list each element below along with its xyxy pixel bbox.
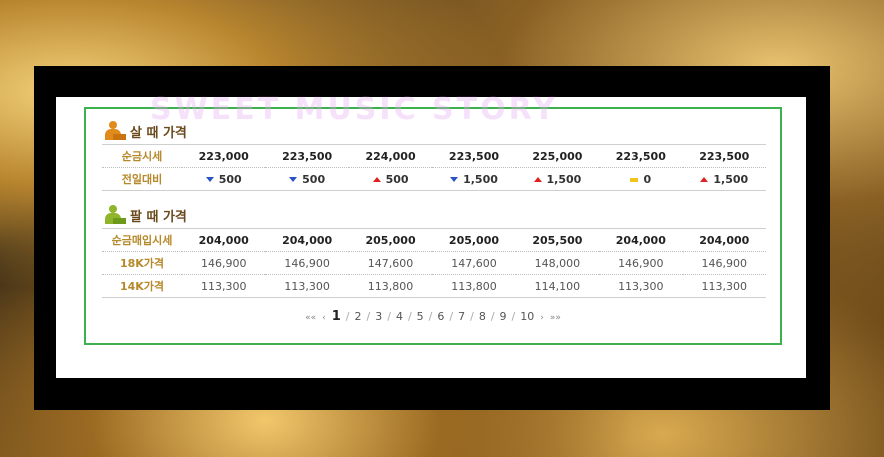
change-value: 500 xyxy=(302,172,326,186)
sell-section-title: 팔 때 가격 xyxy=(130,210,187,225)
price-cell: 205,000 xyxy=(348,228,433,252)
page-6-link[interactable]: 6 xyxy=(437,310,445,323)
down-arrow-icon xyxy=(205,177,214,182)
buy-price-table: 순금시세 223,000 223,500 224,000 223,500 225,000 2… xyxy=(102,144,766,191)
seller-person-icon xyxy=(104,205,126,225)
price-cell: 205,000 xyxy=(432,228,516,252)
page-separator: / xyxy=(428,310,433,323)
table-row: 14K가격 113,300 113,300 113,800 113,800 114,100… xyxy=(102,274,766,298)
change-cell: 1,500 xyxy=(432,167,516,191)
change-cell: 500 xyxy=(182,167,266,191)
price-cell: 146,900 xyxy=(265,251,349,275)
price-cell: 204,000 xyxy=(265,228,349,252)
table-row: 전일대비 500 500 500 1,500 1,500 0 1,500 xyxy=(102,167,766,191)
page-separator: / xyxy=(490,310,495,323)
buy-section-header: 살 때 가격 xyxy=(104,121,187,141)
up-arrow-icon xyxy=(372,177,381,182)
page-separator: / xyxy=(387,310,391,323)
change-value: 1,500 xyxy=(546,172,582,186)
price-cell: 113,300 xyxy=(599,274,683,298)
page-separator: / xyxy=(366,310,371,323)
sell-section-header: 팔 때 가격 xyxy=(104,205,187,225)
price-cell: 146,900 xyxy=(599,251,683,275)
page-10-link[interactable]: 10 xyxy=(520,310,535,323)
row-label: 순금시세 xyxy=(102,144,182,168)
change-cell: 500 xyxy=(265,167,349,191)
price-cell: 113,300 xyxy=(265,274,349,298)
page-1-link[interactable]: 1 xyxy=(331,309,341,324)
change-cell: 1,500 xyxy=(682,167,766,191)
price-cell: 113,800 xyxy=(432,274,516,298)
change-value: 500 xyxy=(218,172,242,186)
page-8-link[interactable]: 8 xyxy=(478,310,486,323)
row-label: 14K가격 xyxy=(102,274,182,298)
prev-page-button[interactable]: ‹ xyxy=(322,313,326,323)
buy-section-title: 살 때 가격 xyxy=(130,126,187,141)
first-page-button[interactable]: «« xyxy=(305,313,317,323)
down-arrow-icon xyxy=(450,177,459,182)
row-label: 18K가격 xyxy=(102,251,182,275)
price-cell: 204,000 xyxy=(599,228,683,252)
page-4-link[interactable]: 4 xyxy=(395,310,403,323)
price-cell: 204,000 xyxy=(682,228,766,252)
change-value: 500 xyxy=(385,172,409,186)
table-row: 18K가격 146,900 146,900 147,600 147,600 148,000… xyxy=(102,251,766,275)
change-cell: 1,500 xyxy=(515,167,600,191)
price-cell: 114,100 xyxy=(515,274,600,298)
price-cell: 147,600 xyxy=(348,251,433,275)
price-cell: 113,300 xyxy=(182,274,266,298)
page-9-link[interactable]: 9 xyxy=(499,310,507,323)
buyer-person-icon xyxy=(104,121,126,141)
change-cell: 0 xyxy=(599,167,683,191)
price-cell: 224,000 xyxy=(348,144,433,168)
page-separator: / xyxy=(345,310,350,323)
price-cell: 223,500 xyxy=(599,144,683,168)
change-cell: 500 xyxy=(348,167,433,191)
change-value: 1,500 xyxy=(713,172,749,186)
page-separator: / xyxy=(407,310,412,323)
price-cell: 225,000 xyxy=(515,144,600,168)
price-cell: 147,600 xyxy=(432,251,516,275)
change-value: 0 xyxy=(643,172,652,186)
gold-price-box: 살 때 가격 순금시세 223,000 223,500 224,000 223,500 2… xyxy=(84,107,782,345)
row-label: 순금매입시세 xyxy=(102,228,182,252)
row-label: 전일대비 xyxy=(102,167,182,191)
price-cell: 223,500 xyxy=(682,144,766,168)
price-cell: 205,500 xyxy=(515,228,600,252)
price-cell: 146,900 xyxy=(682,251,766,275)
page-5-link[interactable]: 5 xyxy=(416,310,424,323)
price-cell: 223,000 xyxy=(182,144,266,168)
page-2-link[interactable]: 2 xyxy=(354,310,362,323)
table-row: 순금매입시세 204,000 204,000 205,000 205,000 205,50… xyxy=(102,228,766,252)
price-cell: 113,300 xyxy=(682,274,766,298)
price-cell: 223,500 xyxy=(432,144,516,168)
page-7-link[interactable]: 7 xyxy=(458,310,466,323)
last-page-button[interactable]: »» xyxy=(549,313,561,323)
price-cell: 113,800 xyxy=(348,274,433,298)
down-arrow-icon xyxy=(289,177,298,182)
sell-price-table: 순금매입시세 204,000 204,000 205,000 205,000 205,50… xyxy=(102,228,766,298)
no-change-icon xyxy=(630,177,639,182)
up-arrow-icon xyxy=(700,177,709,182)
page-separator: / xyxy=(511,310,516,323)
change-value: 1,500 xyxy=(463,172,498,186)
page-3-link[interactable]: 3 xyxy=(375,310,383,323)
table-row: 순금시세 223,000 223,500 224,000 223,500 225,000 2… xyxy=(102,144,766,168)
page-separator: / xyxy=(449,310,454,323)
page-separator: / xyxy=(470,310,474,323)
pagination: «« ‹ 1 / 2 / 3 / 4 / 5 / 6 / 7 / 8 / 9 / 10 › »» xyxy=(86,309,780,324)
price-cell: 204,000 xyxy=(182,228,266,252)
up-arrow-icon xyxy=(533,177,542,182)
price-cell: 223,500 xyxy=(265,144,349,168)
price-cell: 148,000 xyxy=(515,251,600,275)
next-page-button[interactable]: › xyxy=(540,313,544,323)
price-cell: 146,900 xyxy=(182,251,266,275)
